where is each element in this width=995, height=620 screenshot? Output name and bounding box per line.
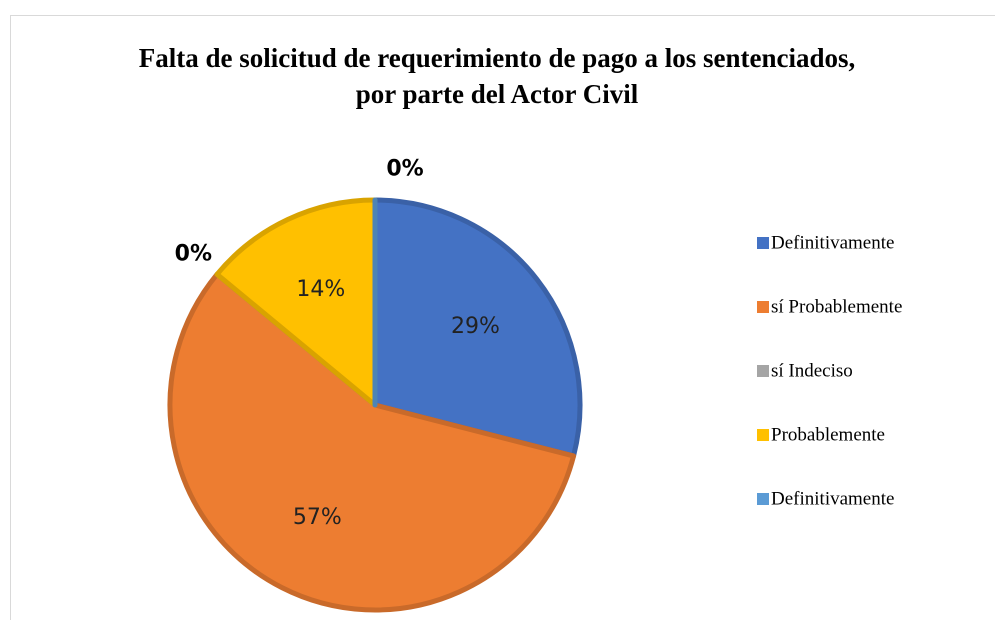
legend-swatch [757, 301, 769, 313]
legend-label: sí Indeciso [771, 360, 853, 381]
legend-label: sí Probablemente [771, 296, 902, 317]
data-label: 29% [451, 314, 500, 339]
legend-swatch [757, 429, 769, 441]
pie-slice [167, 271, 577, 613]
legend-label: Probablemente [771, 424, 885, 445]
legend-label: Definitivamente [771, 488, 894, 509]
data-label: 14% [296, 277, 345, 302]
pie-slice [372, 197, 583, 459]
legend-swatch [757, 493, 769, 505]
legend-swatch [757, 237, 769, 249]
legend-label: Definitivamente [771, 232, 894, 253]
legend-swatch [757, 365, 769, 377]
chart-title: Falta de solicitud de requerimiento de p… [138, 43, 856, 109]
data-label: 0% [386, 156, 423, 181]
data-label: 0% [175, 242, 212, 267]
data-label: 57% [293, 505, 342, 530]
pie-slice [214, 197, 378, 408]
